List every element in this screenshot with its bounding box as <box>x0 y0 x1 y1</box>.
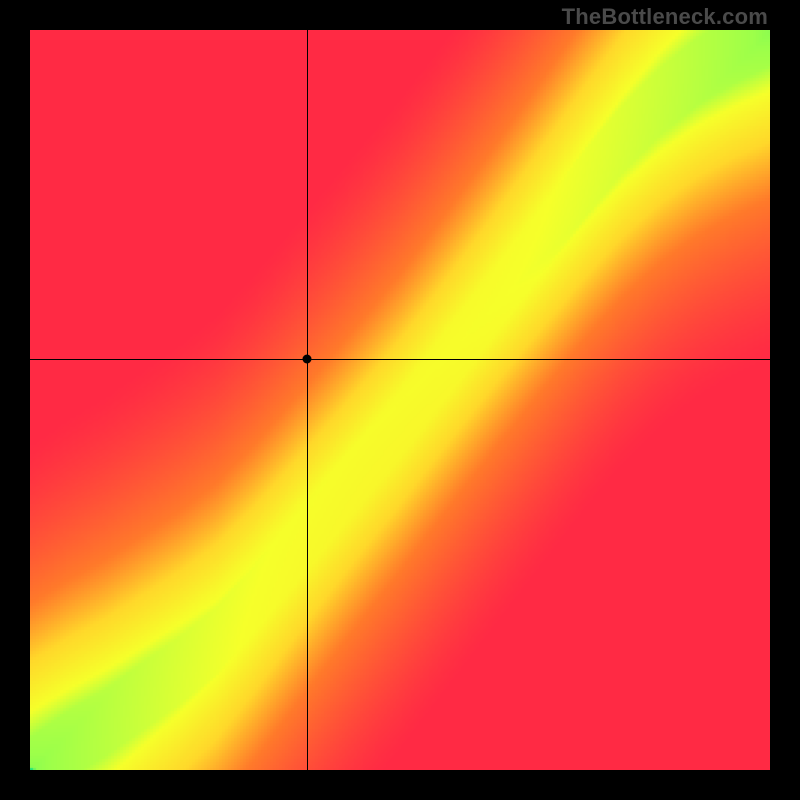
heatmap-canvas <box>30 30 770 770</box>
chart-container: TheBottleneck.com <box>0 0 800 800</box>
crosshair-vertical-line <box>307 30 308 770</box>
watermark-text: TheBottleneck.com <box>562 4 768 30</box>
heatmap-chart <box>30 30 770 770</box>
crosshair-marker-dot <box>303 354 312 363</box>
crosshair-horizontal-line <box>30 359 770 360</box>
